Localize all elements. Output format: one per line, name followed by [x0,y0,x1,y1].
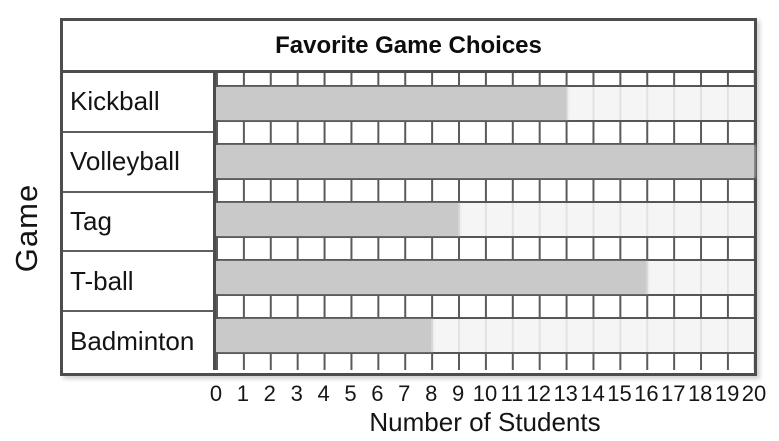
chart-title-band: Favorite Game Choices [63,21,754,73]
grid-strip [216,180,754,201]
chart-body: Kickball Volleyball Tag T-ball Badminton [63,73,754,370]
grid-strip [216,73,754,85]
bar-row-badminton [216,317,754,354]
x-axis-title: Number of Students [369,407,601,437]
bar-tag [216,203,459,236]
x-tick-label-5: 5 [344,381,357,406]
bar-badminton [216,319,432,352]
x-tick-label-17: 17 [661,381,686,406]
category-label-badminton: Badminton [70,325,195,356]
x-tick-label-8: 8 [425,381,438,406]
x-tick-label-10: 10 [472,381,498,406]
category-label-tag: Tag [63,193,213,253]
x-tick-label-16: 16 [634,381,659,406]
x-tick-label-19: 19 [714,381,740,406]
grid-strip [216,122,754,143]
category-label-column: Kickball Volleyball Tag T-ball Badminton [63,73,216,370]
grid-strip [216,238,754,259]
x-tick-label-0: 0 [209,381,223,406]
y-axis-title: Game [9,183,45,273]
x-tick-label-6: 6 [371,381,384,406]
bar-row-tball [216,259,754,296]
x-tick-label-14: 14 [580,381,605,406]
x-tick-label-9: 9 [451,381,465,406]
x-tick-label-12: 12 [526,381,552,406]
category-label-tball: T-ball [63,252,213,313]
bar-row-volleyball [216,143,754,180]
x-tick-label-4: 4 [317,381,330,406]
bar-kickball [216,87,566,120]
x-tick-label-20: 20 [741,381,767,406]
x-tick-label-2: 2 [263,381,276,406]
chart-frame: Favorite Game Choices Kickball Volleybal… [60,18,757,376]
x-axis-ticks: 0 1 2 3 4 5 6 7 8 9 10 11 12 13 14 15 16 17 18 19 20 [210,381,766,407]
x-tick-label-15: 15 [607,381,632,406]
x-tick-label-3: 3 [290,381,303,406]
x-tick-label-7: 7 [398,381,411,406]
bar-volleyball [216,145,754,178]
category-label-volleyball: Volleyball [63,133,213,193]
grid-strip [216,354,754,370]
plot-grid [216,73,754,370]
x-tick-label-18: 18 [687,381,713,406]
category-label-kickball: Kickball [63,73,213,133]
bar-row-tag [216,201,754,238]
grid-strip [216,296,754,317]
y-axis-title-wrap: Game [0,148,54,308]
bar-row-kickball [216,85,754,122]
bar-tball [216,261,647,294]
x-tick-label-13: 13 [553,381,578,406]
x-tick-label-11: 11 [500,381,524,406]
chart-title: Favorite Game Choices [275,31,542,59]
x-tick-label-1: 1 [236,381,250,406]
